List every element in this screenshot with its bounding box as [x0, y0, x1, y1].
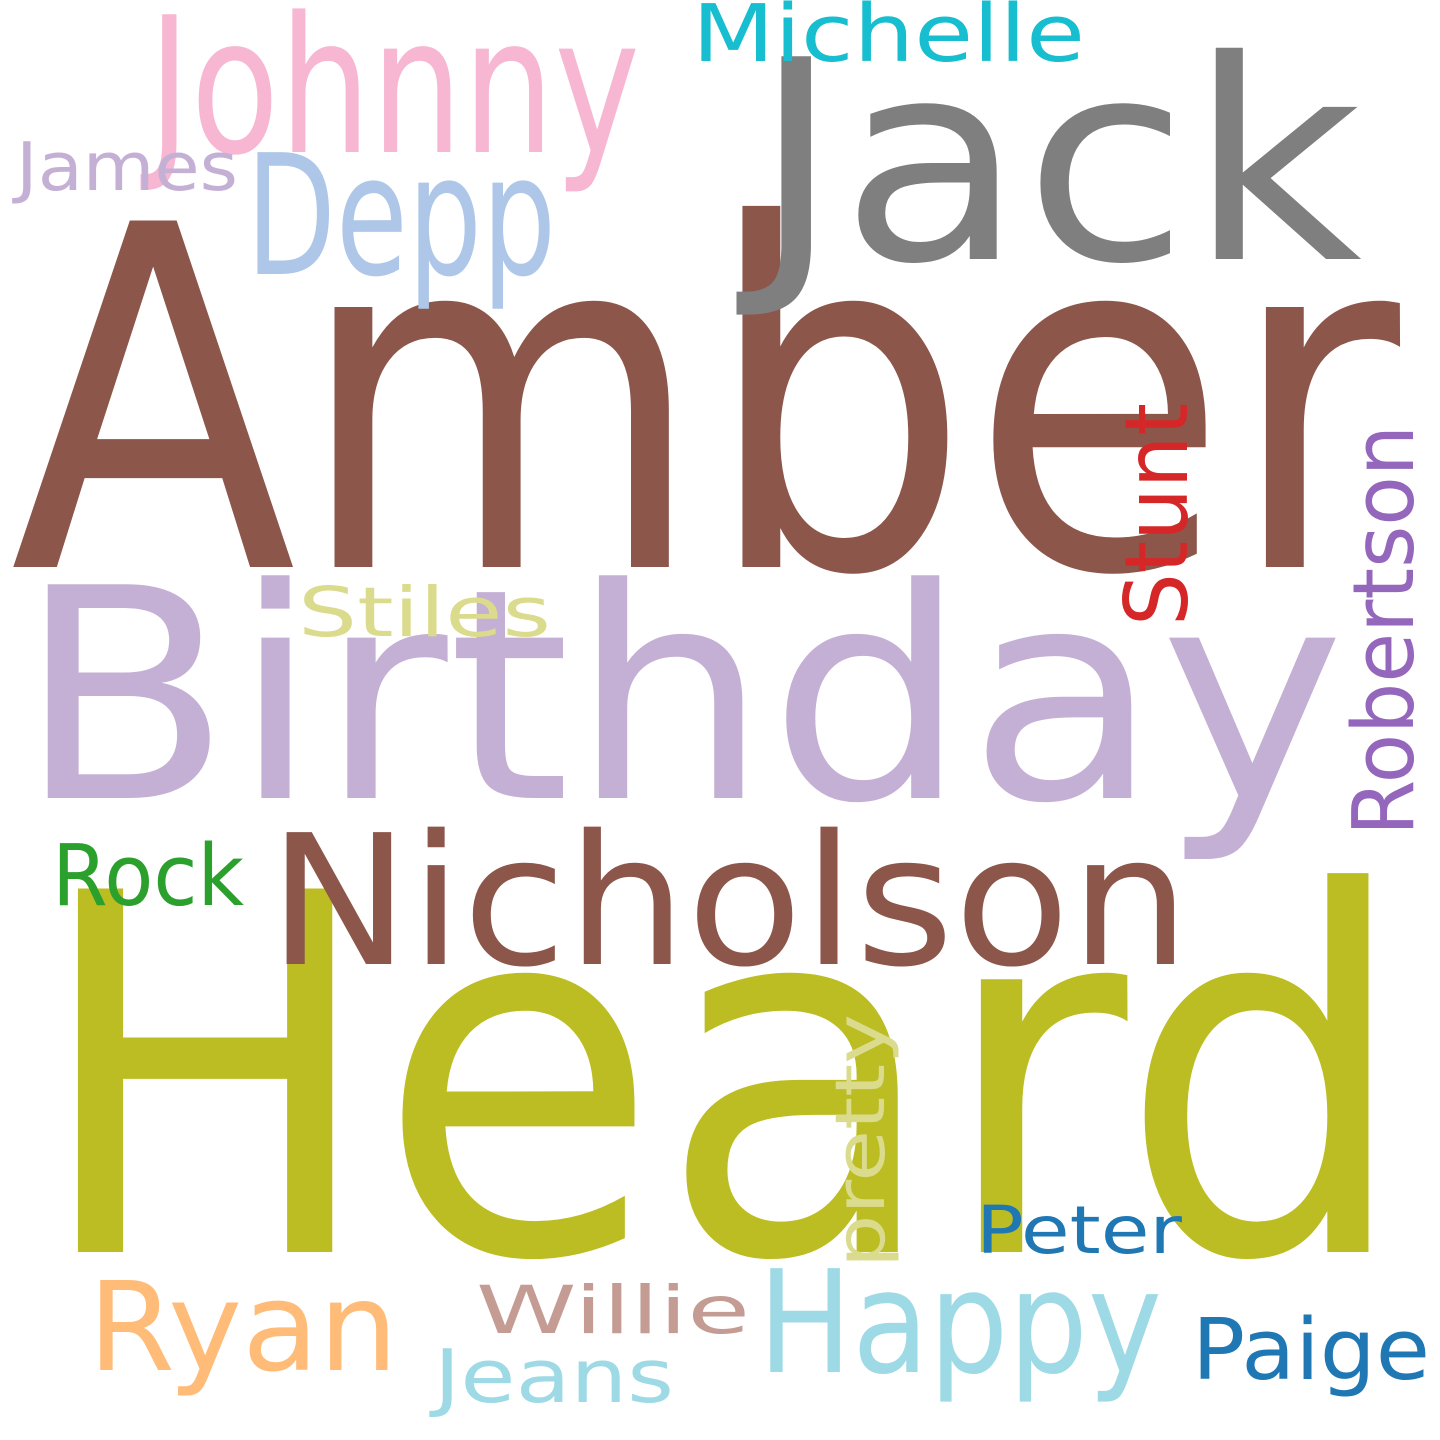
- word-birthday: Birthday: [17, 526, 1346, 868]
- word-peter: Peter: [976, 1191, 1183, 1269]
- word-pretty: pretty: [821, 1014, 902, 1268]
- word-willie: Willie: [476, 1271, 750, 1349]
- word-heard: Heard: [33, 788, 1411, 1370]
- word-jack: Jack: [752, 0, 1363, 325]
- word-paige: Paige: [1192, 1300, 1431, 1400]
- word-nicholson: Nicholson: [268, 795, 1191, 1007]
- word-happy: Happy: [758, 1239, 1163, 1406]
- word-michelle: Michelle: [692, 0, 1086, 80]
- word-johnny: Johnny: [148, 0, 640, 197]
- word-ryan: Ryan: [88, 1256, 399, 1400]
- word-amber: Amber: [10, 127, 1401, 681]
- word-stiles: Stiles: [298, 573, 551, 654]
- word-depp: Depp: [246, 120, 557, 315]
- word-stunt: Stunt: [1106, 403, 1209, 626]
- word-james: James: [16, 127, 238, 206]
- word-jeans: Jeans: [434, 1333, 674, 1420]
- word-rock: Rock: [52, 826, 245, 926]
- word-robertson: Robertson: [1334, 424, 1434, 836]
